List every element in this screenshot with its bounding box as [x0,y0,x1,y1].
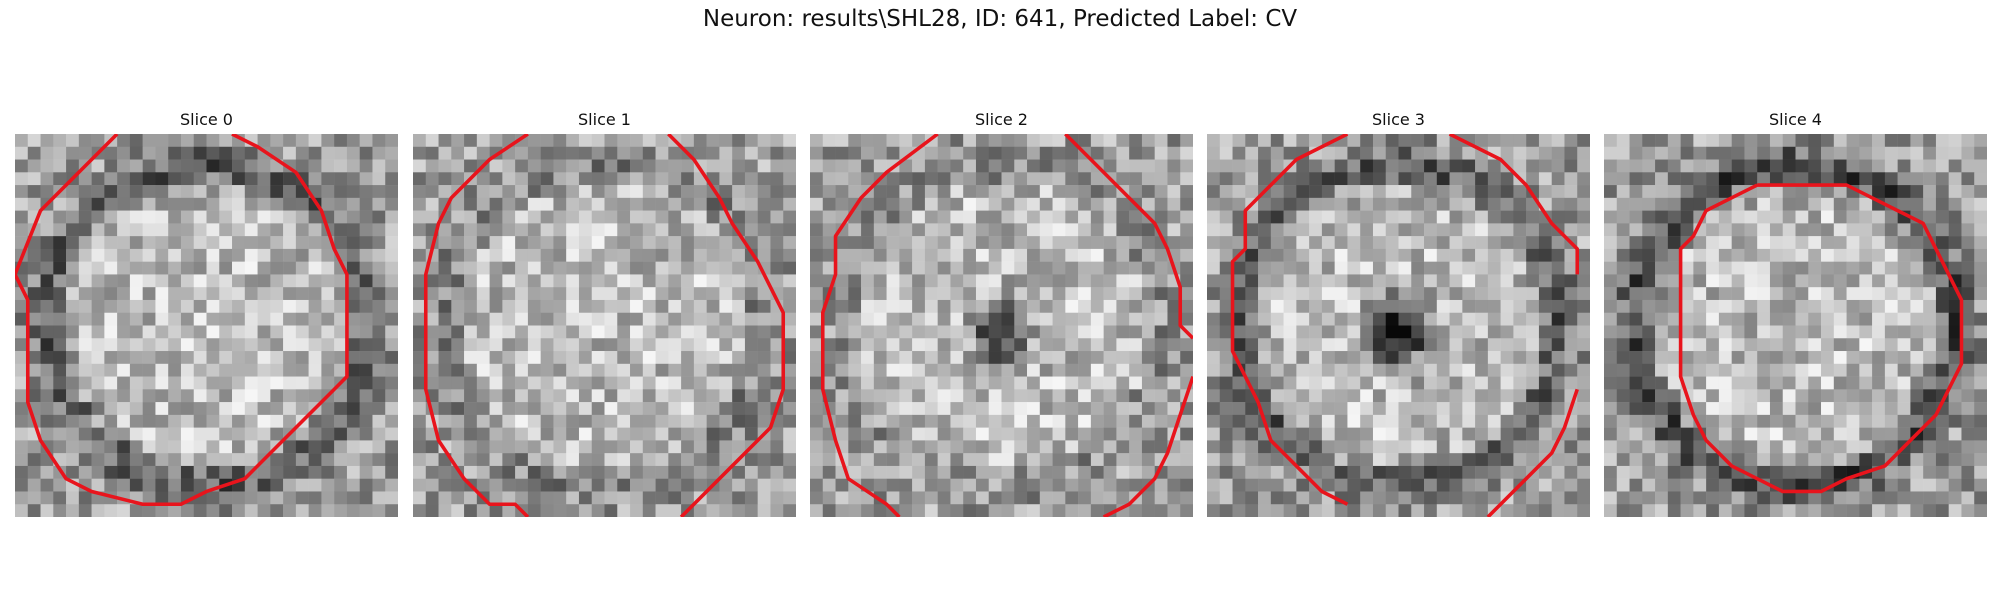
slice-image [413,134,796,517]
slice-panel-0: Slice 0 [15,0,398,520]
cell-boundary-contour [1102,376,1193,517]
slice-title: Slice 1 [578,110,631,129]
slice-panel-4: Slice 4 [1604,0,1987,520]
cell-boundary-contour [15,134,349,507]
cell-boundary-contour [820,134,939,517]
slice-title: Slice 2 [975,110,1028,129]
cell-boundary-contour [1064,134,1193,340]
slice-image [810,134,1193,517]
slice-panel-2: Slice 2 [810,0,1193,520]
cell-boundary-contour [1448,134,1580,275]
slice-panel-1: Slice 1 [413,0,796,520]
slice-panel-3: Slice 3 [1207,0,1590,520]
figure-title: Neuron: results\SHL28, ID: 641, Predicte… [702,6,1298,32]
cell-boundary-contour [1230,134,1349,506]
slice-image [1207,134,1590,517]
slice-title: Slice 3 [1372,110,1425,129]
slice-title: Slice 4 [1769,110,1822,129]
slice-title: Slice 0 [180,110,233,129]
cell-boundary-contour [667,134,786,517]
cell-boundary-contour [1486,388,1579,517]
slice-image [1604,134,1987,517]
cell-boundary-contour [423,134,530,517]
cell-boundary-contour [1678,183,1964,494]
slice-image [15,134,398,517]
